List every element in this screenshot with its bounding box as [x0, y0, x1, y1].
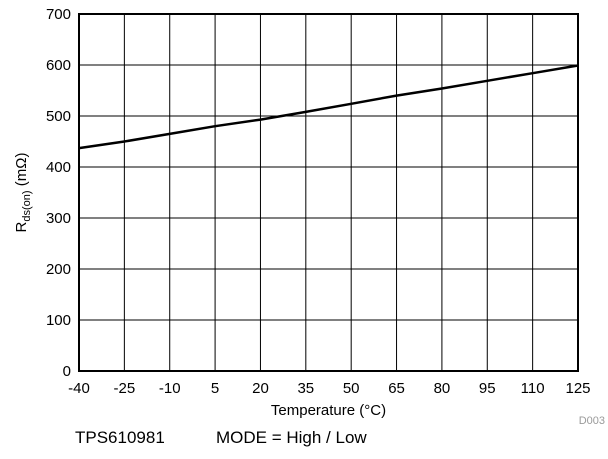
- y-tick-label: 500: [46, 108, 71, 125]
- x-tick-label: 5: [211, 380, 219, 397]
- series-layer: [78, 64, 579, 150]
- y-tick-label: 200: [46, 261, 71, 278]
- figure-id: D003: [579, 415, 605, 427]
- x-tick-label: 110: [521, 380, 545, 397]
- x-tick-label: 35: [297, 380, 314, 397]
- x-tick-label: 50: [343, 380, 360, 397]
- y-tick-label: 300: [46, 210, 71, 227]
- x-axis-title: Temperature (°C): [271, 402, 386, 419]
- y-tick-label: 400: [46, 159, 71, 176]
- y-axis-title-main: R: [13, 221, 30, 232]
- caption-part-number: TPS610981: [75, 428, 165, 447]
- x-tick-label: 80: [434, 380, 451, 397]
- x-tick-label: 125: [565, 380, 590, 397]
- y-tick-label: 700: [46, 6, 71, 23]
- x-tick-label: -10: [159, 380, 181, 397]
- grid: [79, 14, 578, 371]
- y-tick-label: 600: [46, 57, 71, 74]
- x-tick-label: 65: [388, 380, 405, 397]
- y-tick-label: 0: [63, 363, 71, 380]
- plot-frame: [78, 13, 579, 372]
- y-tick-label: 100: [46, 312, 71, 329]
- y-tick-labels: 0 100 200 300 400 500 600 700: [46, 6, 71, 380]
- y-axis-title-unit: (mΩ): [13, 153, 30, 191]
- series-line: [78, 64, 579, 150]
- x-tick-label: -40: [68, 380, 90, 397]
- y-axis-title: Rds(on) (mΩ): [13, 153, 33, 233]
- x-tick-label: 20: [252, 380, 269, 397]
- x-tick-labels: -40 -25 -10 5 20 35 50 65 80 95 110 125: [68, 380, 590, 397]
- x-tick-label: -25: [114, 380, 136, 397]
- caption-mode: MODE = High / Low: [216, 428, 367, 447]
- x-tick-label: 95: [479, 380, 496, 397]
- y-axis-title-subscript: ds(on): [21, 190, 33, 221]
